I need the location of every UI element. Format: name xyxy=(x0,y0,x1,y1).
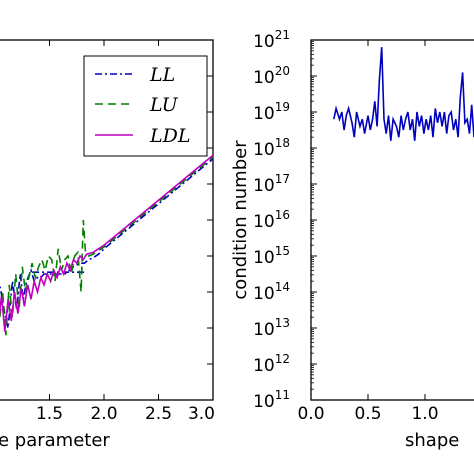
left-series-lu-line xyxy=(0,156,214,336)
right-x-tick-label: 0.0 xyxy=(297,404,324,424)
right-x-tick-label: 0.5 xyxy=(354,404,381,424)
left-series-ldl-line xyxy=(0,154,214,332)
left-x-ticks: 1.5 2.0 2.5 3.0 xyxy=(36,39,215,424)
right-x-ticks: 0.0 0.5 1.0 xyxy=(297,40,439,424)
left-x-tick-label: 3.0 xyxy=(188,404,215,424)
right-y-tick-label: 1014 xyxy=(253,280,290,304)
right-y-tick-label: 1018 xyxy=(253,136,290,160)
right-y-tick-label: 1019 xyxy=(253,100,290,124)
left-x-tick-label: 1.5 xyxy=(36,404,63,424)
right-y-tick-label: 1011 xyxy=(253,388,290,412)
left-x-tick-label: 2.5 xyxy=(145,404,172,424)
right-series-group xyxy=(333,47,474,141)
right-series-line xyxy=(333,47,474,141)
right-y-tick-label: 1012 xyxy=(253,352,290,376)
right-chart: 1011 1012 1013 1014 1015 1016 1017 1018 1019 1020… xyxy=(230,28,474,451)
right-y-tick-label: 1013 xyxy=(253,316,290,340)
right-plot-frame xyxy=(310,39,474,401)
right-y-tick-label: 1020 xyxy=(253,64,290,88)
left-series-group xyxy=(0,154,214,336)
legend-lu-label: LU xyxy=(149,94,179,116)
right-y-axis-label: condition number xyxy=(230,140,251,300)
legend-box xyxy=(83,55,208,157)
right-x-tick-label: 1.0 xyxy=(411,404,438,424)
legend: LL LU LDL xyxy=(83,55,208,157)
right-y-ticks: 1011 1012 1013 1014 1015 1016 1017 1018 1019 1020… xyxy=(253,28,317,412)
legend-ll-label: LL xyxy=(149,64,175,86)
right-x-axis-label: shape xyxy=(405,430,459,451)
right-y-tick-label: 1015 xyxy=(253,244,290,268)
left-chart: 1.5 2.0 2.5 3.0 e parameter LL LU LDL xyxy=(0,39,215,451)
right-y-tick-label: 1016 xyxy=(253,208,290,232)
right-y-tick-label: 1021 xyxy=(253,28,290,52)
right-y-tick-label: 1017 xyxy=(253,172,290,196)
legend-ldl-label: LDL xyxy=(149,125,190,147)
left-x-axis-label: e parameter xyxy=(0,430,110,451)
left-x-tick-label: 2.0 xyxy=(90,404,117,424)
